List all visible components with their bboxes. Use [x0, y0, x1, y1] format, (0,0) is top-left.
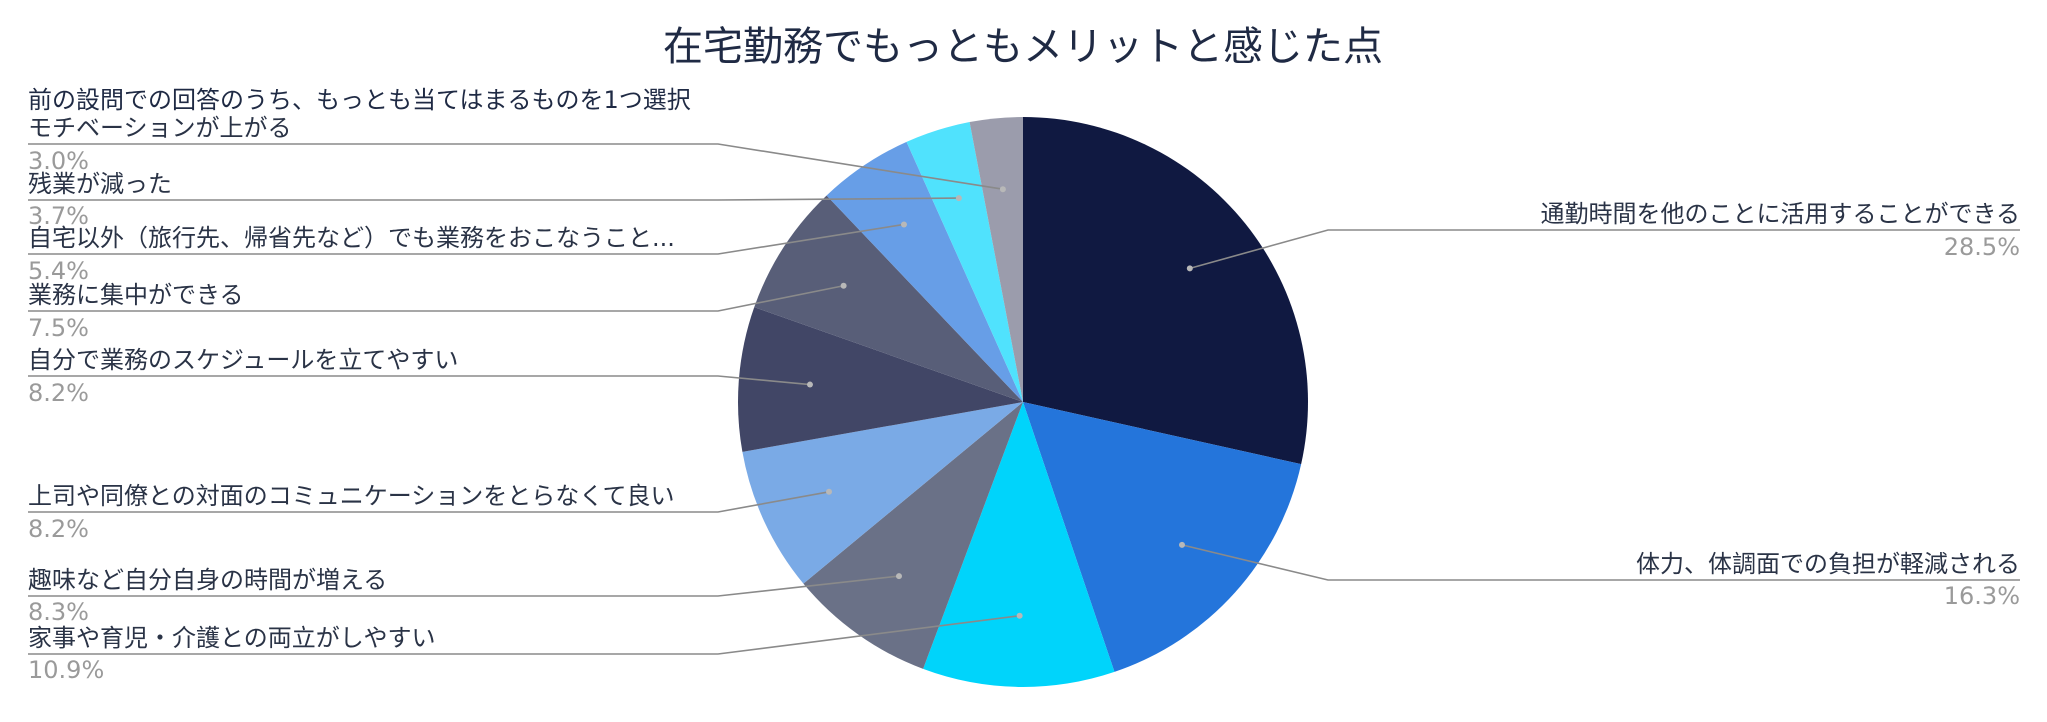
leader-dot — [1178, 541, 1185, 548]
pie-slices — [738, 117, 1308, 688]
pie-slice — [826, 141, 1023, 402]
leader-lines — [28, 143, 2020, 655]
pie-slice — [738, 307, 1023, 452]
slice-category-label: 残業が減った — [28, 170, 172, 198]
slice-value-label: 3.0% — [28, 147, 89, 175]
slice-category-label: 家事や育児・介護との両立がしやすい — [28, 624, 436, 652]
pie-slice — [803, 402, 1023, 669]
leader-line — [28, 575, 900, 597]
pie-slice — [754, 195, 1023, 402]
leader-dot — [840, 282, 847, 289]
leader-line — [1189, 229, 2020, 270]
slice-value-label: 10.9% — [28, 656, 104, 684]
slice-category-label: 趣味など自分自身の時間が増える — [28, 566, 387, 594]
leader-line — [28, 223, 905, 255]
leader-dot — [1186, 265, 1193, 272]
leader-dot — [806, 381, 813, 388]
slice-value-label: 3.7% — [28, 202, 89, 230]
pie-slice — [1023, 402, 1302, 672]
leader-dot — [900, 221, 907, 228]
chart-title: 在宅勤務でもっともメリットと感じた点 — [663, 24, 1383, 70]
leader-dot — [1016, 612, 1023, 619]
pie-slice — [742, 402, 1023, 584]
slice-category-label: 上司や同僚との対面のコミュニケーションをとらなくて良い — [28, 482, 675, 510]
slice-category-label: モチベーションが上がる — [28, 114, 292, 142]
slice-labels: 通勤時間を他のことに活用することができる 28.5% 体力、体調面での負担が軽減され… — [28, 114, 2020, 684]
slice-category-label: 体力、体調面での負担が軽減される — [1636, 550, 2020, 578]
slice-value-label: 8.2% — [28, 515, 89, 543]
leader-dot — [826, 488, 833, 495]
leader-line — [28, 375, 811, 386]
slice-category-label: 通勤時間を他のことに活用することができる — [1540, 200, 2020, 228]
leader-dot — [999, 186, 1006, 193]
leader-line — [28, 491, 830, 513]
slice-value-label: 8.2% — [28, 379, 89, 407]
slice-category-label: 自宅以外（旅行先、帰省先など）でも業務をおこなうこと... — [28, 224, 675, 252]
pie-slice — [923, 402, 1115, 688]
chart-subtitle: 前の設問での回答のうち、もっとも当てはまるものを1つ選択 — [28, 86, 691, 114]
slice-value-label: 7.5% — [28, 314, 89, 342]
leader-dot — [955, 195, 962, 202]
leader-line — [28, 143, 1004, 190]
pie-slice — [906, 122, 1023, 403]
slice-value-label: 16.3% — [1944, 582, 2020, 610]
slice-value-label: 28.5% — [1944, 233, 2020, 261]
leader-line — [1181, 544, 2020, 581]
slice-category-label: 業務に集中ができる — [28, 281, 244, 309]
leader-line — [28, 197, 959, 201]
slice-value-label: 5.4% — [28, 257, 89, 285]
leader-line — [28, 614, 1020, 655]
pie-slice — [969, 117, 1023, 402]
leader-line — [28, 284, 844, 312]
leader-dot — [895, 573, 902, 580]
slice-value-label: 8.3% — [28, 598, 89, 626]
slice-category-label: 自分で業務のスケジュールを立てやすい — [28, 346, 458, 374]
pie-slice — [1023, 117, 1308, 465]
